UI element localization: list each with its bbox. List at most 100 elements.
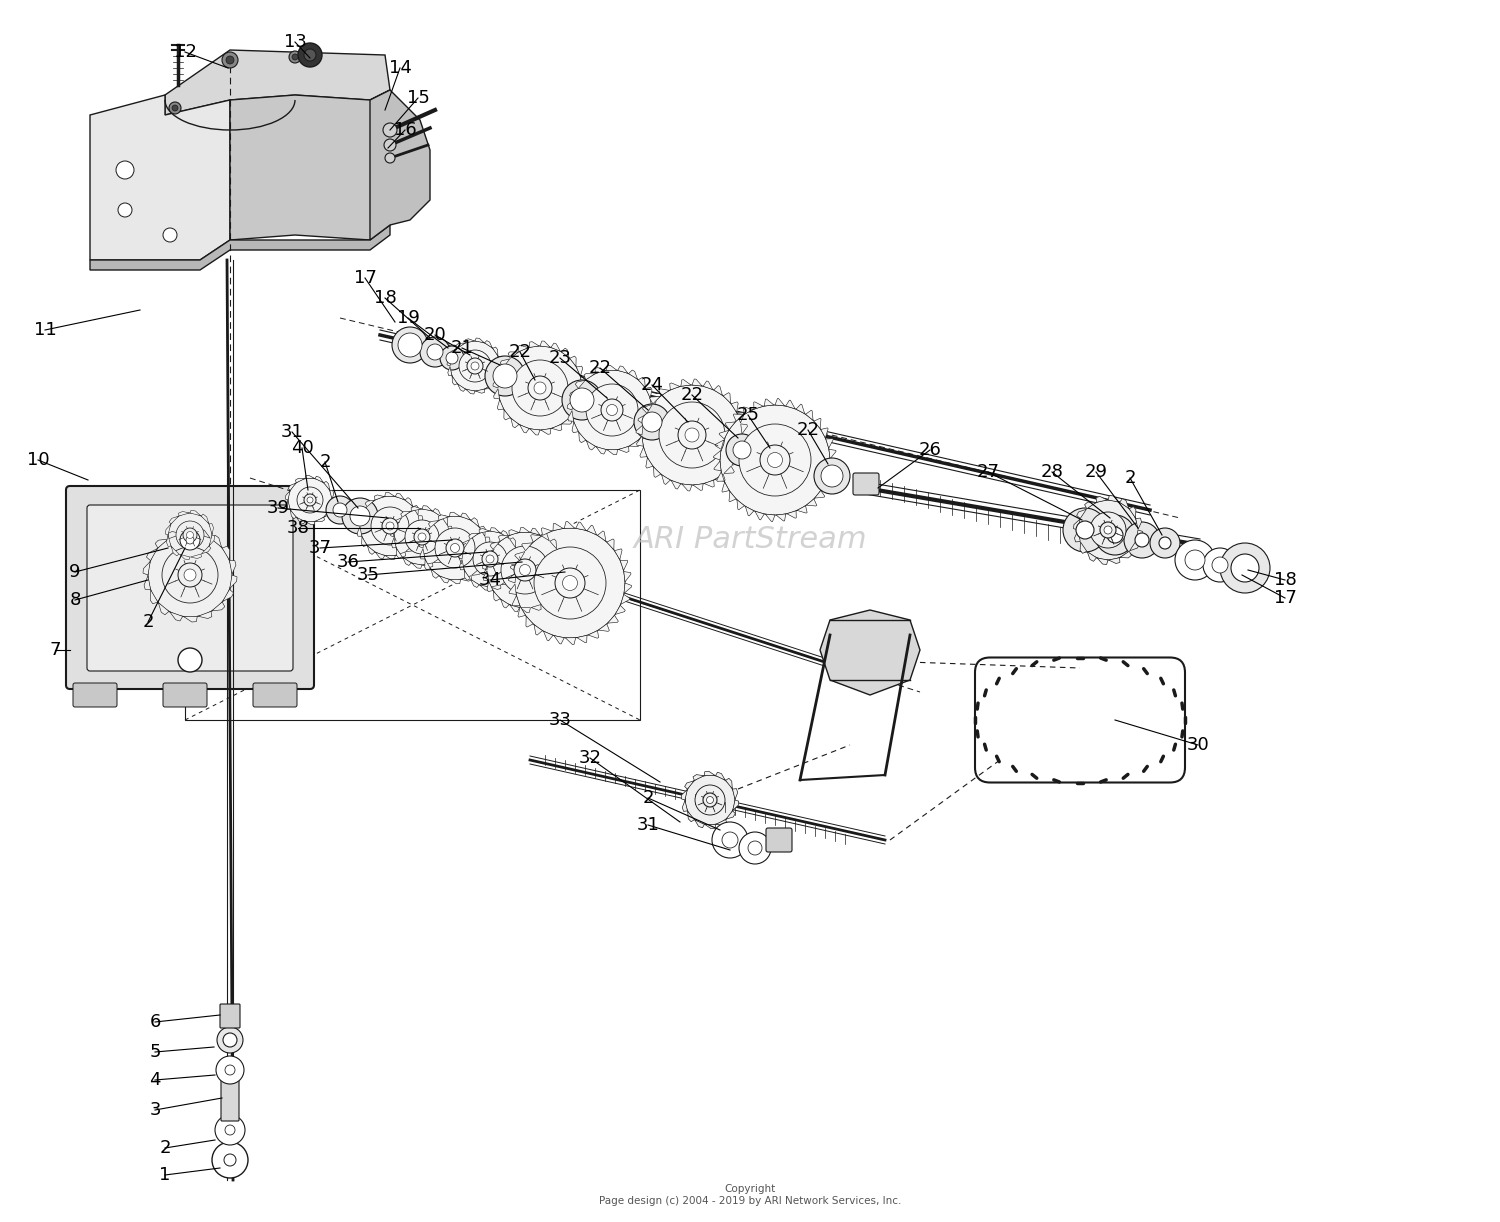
FancyBboxPatch shape [766,829,792,852]
Polygon shape [830,450,836,459]
Text: 34: 34 [478,571,501,589]
Polygon shape [531,535,542,543]
Text: 18: 18 [1274,571,1296,589]
Polygon shape [682,484,692,491]
Circle shape [1124,522,1160,558]
Polygon shape [561,348,568,358]
Polygon shape [608,450,618,455]
Polygon shape [471,518,478,527]
Polygon shape [386,492,394,496]
Polygon shape [405,497,412,506]
Polygon shape [827,439,833,448]
Polygon shape [520,607,531,612]
Polygon shape [198,529,210,538]
Polygon shape [90,225,390,270]
Circle shape [686,775,735,825]
Polygon shape [556,549,562,558]
Circle shape [350,506,370,525]
Polygon shape [753,402,764,409]
Circle shape [722,832,738,848]
Text: 19: 19 [396,309,420,327]
Text: 31: 31 [636,816,660,833]
Circle shape [471,362,478,370]
Polygon shape [630,440,640,447]
Polygon shape [462,540,470,549]
Polygon shape [390,527,396,536]
Polygon shape [788,511,796,518]
Polygon shape [651,398,656,409]
Text: 2: 2 [642,789,654,807]
Polygon shape [450,512,460,517]
Circle shape [419,533,426,541]
Circle shape [435,528,476,568]
Text: 24: 24 [640,376,663,393]
Circle shape [472,543,507,576]
Polygon shape [509,529,519,535]
Polygon shape [147,549,158,561]
Text: 37: 37 [309,539,332,557]
Polygon shape [501,579,512,584]
Circle shape [602,400,622,422]
Polygon shape [1120,551,1131,558]
Polygon shape [486,547,490,558]
Polygon shape [650,397,660,403]
Polygon shape [433,557,444,562]
Polygon shape [682,800,687,811]
Polygon shape [815,418,821,429]
Polygon shape [178,512,189,516]
Circle shape [224,1154,236,1166]
Polygon shape [746,506,754,516]
Polygon shape [732,800,738,810]
Circle shape [164,229,177,242]
Circle shape [678,422,706,448]
Polygon shape [542,528,552,535]
Polygon shape [480,585,490,590]
Circle shape [216,1056,244,1084]
Text: 9: 9 [69,563,81,580]
Polygon shape [484,341,492,348]
Polygon shape [495,368,502,378]
Polygon shape [550,539,556,549]
Polygon shape [480,558,488,568]
Polygon shape [646,457,652,468]
Polygon shape [1136,518,1142,529]
Polygon shape [598,624,609,632]
Polygon shape [142,561,150,576]
Circle shape [1212,557,1228,573]
Polygon shape [413,563,422,568]
Polygon shape [422,506,432,511]
Polygon shape [201,546,211,554]
Polygon shape [718,430,729,439]
Polygon shape [806,411,813,420]
Circle shape [217,1026,243,1053]
Polygon shape [190,511,201,516]
Polygon shape [452,376,458,385]
Circle shape [734,441,752,459]
Text: 14: 14 [388,59,411,77]
Text: 8: 8 [69,591,81,609]
Polygon shape [786,400,795,409]
Polygon shape [501,530,510,539]
Circle shape [514,528,625,638]
Polygon shape [209,523,213,534]
Polygon shape [684,781,694,789]
Polygon shape [765,400,774,406]
Circle shape [562,380,602,420]
Polygon shape [512,418,519,428]
Circle shape [420,337,450,367]
Circle shape [512,360,568,415]
Polygon shape [704,381,712,390]
Circle shape [459,349,490,382]
Polygon shape [796,404,804,414]
Polygon shape [1096,496,1107,502]
Circle shape [658,402,724,468]
Text: 13: 13 [284,33,306,51]
Circle shape [815,458,850,494]
Polygon shape [419,525,423,535]
Text: 26: 26 [918,441,942,459]
Polygon shape [646,422,654,431]
Circle shape [466,358,483,374]
Circle shape [168,513,211,557]
Polygon shape [531,605,542,610]
Polygon shape [471,579,480,588]
